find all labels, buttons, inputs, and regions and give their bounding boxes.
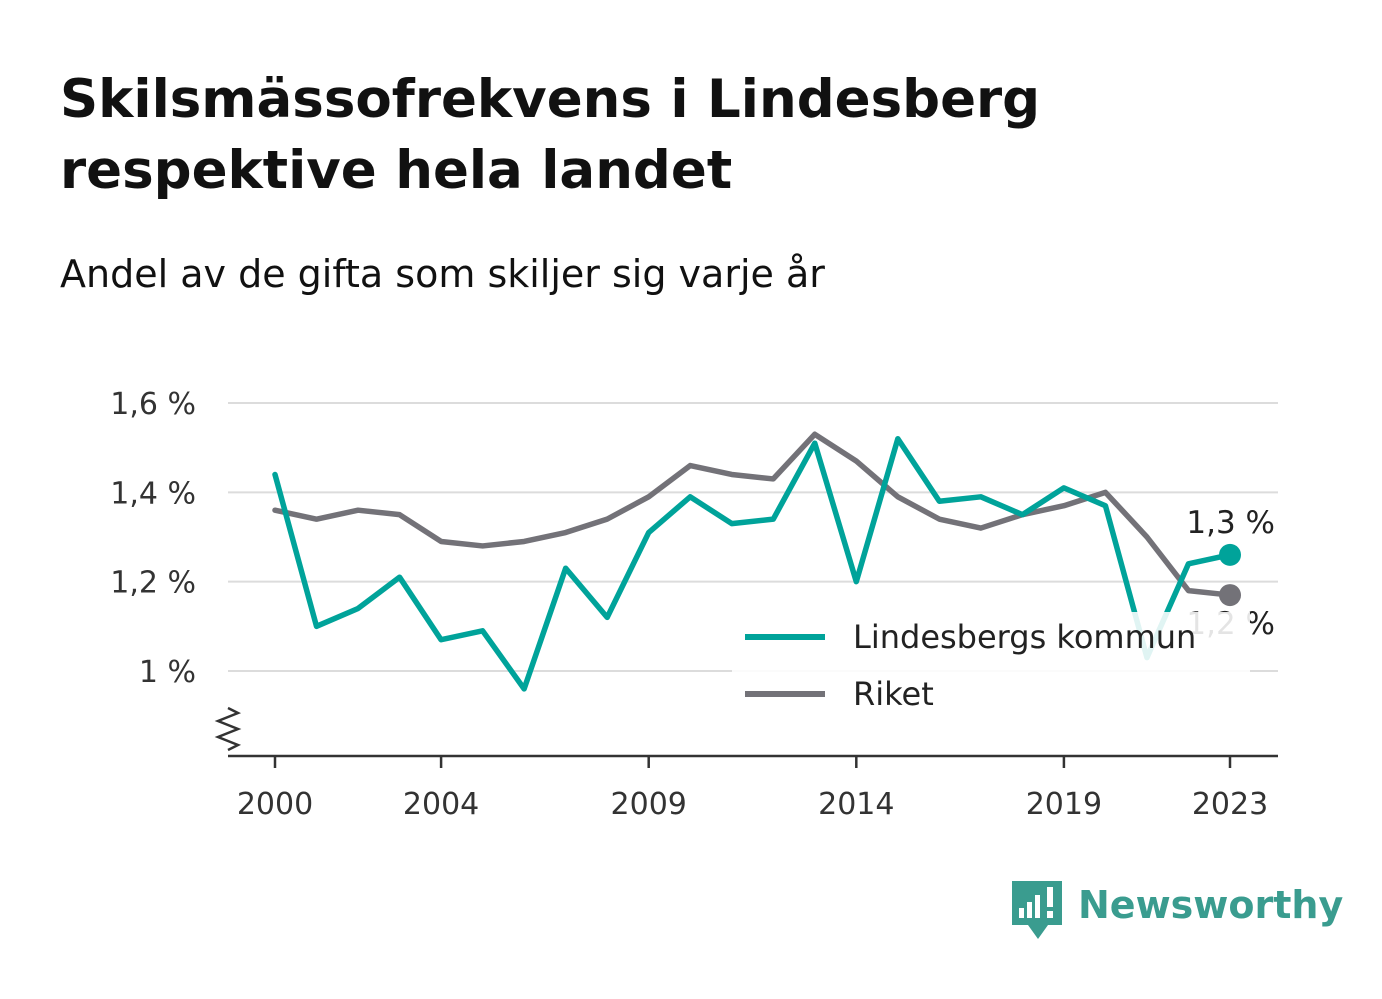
chart-title: Skilsmässofrekvens i Lindesberg respekti… [60, 69, 1041, 201]
chart-subtitle: Andel av de gifta som skiljer sig varje … [60, 252, 825, 296]
newsworthy-logo-icon [1012, 881, 1062, 939]
legend-label: Riket [853, 675, 934, 713]
x-tick-label: 2023 [1192, 787, 1268, 822]
series-line-lindesberg [272, 435, 1233, 692]
y-axis-ticks: 1 % 1,2 % 1,4 % 1,6 % [110, 387, 196, 690]
series-end-point [1219, 543, 1241, 566]
axis-break-icon [214, 706, 242, 752]
x-axis: 2000 2004 2009 2014 2019 2023 [214, 706, 1278, 822]
series-end-point [1219, 584, 1241, 607]
legend: Lindesbergs kommun Riket [732, 612, 1250, 722]
x-tick-label: 2014 [818, 787, 894, 822]
end-value-label: 1,3 % [1186, 505, 1275, 541]
y-tick-label: 1,2 % [110, 566, 196, 601]
series-line-riket [272, 431, 1233, 598]
legend-background [732, 612, 1250, 722]
legend-label: Lindesbergs kommun [853, 618, 1196, 656]
x-tick-label: 2009 [611, 787, 687, 822]
brand-name: Newsworthy [1078, 883, 1343, 927]
y-tick-label: 1 % [139, 655, 196, 690]
y-tick-label: 1,4 % [110, 476, 196, 511]
brand-logo: Newsworthy [1012, 881, 1343, 939]
x-tick-label: 2004 [403, 787, 479, 822]
x-tick-label: 2000 [237, 787, 313, 822]
y-tick-label: 1,6 % [110, 387, 196, 422]
x-tick-label: 2019 [1026, 787, 1102, 822]
